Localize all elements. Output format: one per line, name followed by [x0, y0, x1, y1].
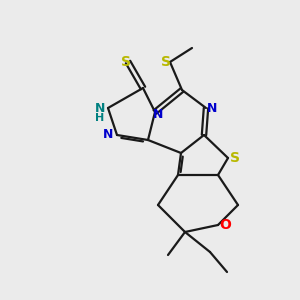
Text: N: N: [103, 128, 113, 142]
Text: N: N: [153, 107, 163, 121]
Text: S: S: [121, 55, 131, 69]
Text: N: N: [207, 101, 217, 115]
Text: N: N: [95, 101, 105, 115]
Text: H: H: [95, 113, 105, 123]
Text: S: S: [230, 151, 240, 165]
Text: O: O: [219, 218, 231, 232]
Text: S: S: [161, 55, 171, 69]
